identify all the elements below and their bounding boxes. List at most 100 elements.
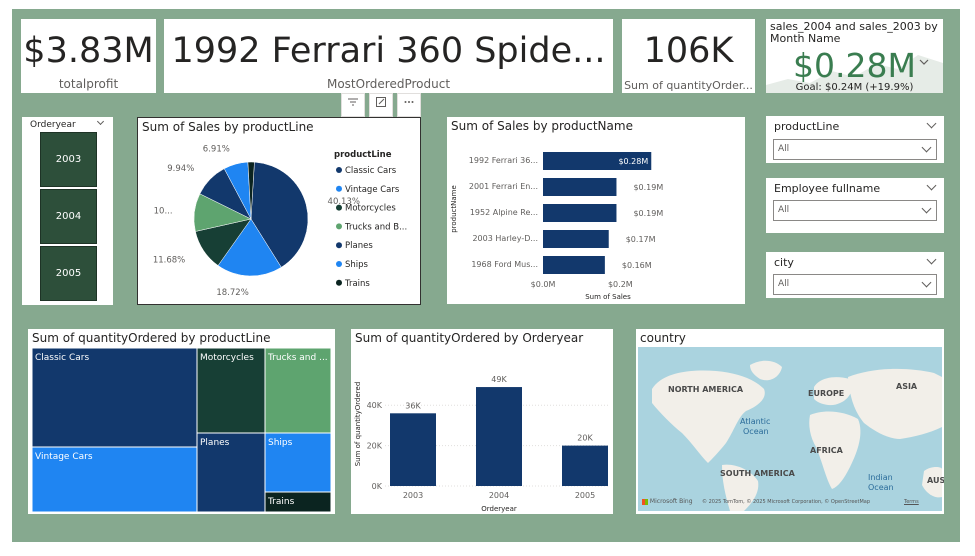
pie-legend-item: Ships — [345, 260, 369, 270]
column-y-tick: 0K — [372, 482, 383, 491]
map-title: country — [640, 331, 686, 345]
quantity-value: 106K — [643, 31, 734, 71]
more-options-icon[interactable] — [397, 93, 421, 117]
chevron-down-icon — [921, 142, 932, 153]
city-dropdown[interactable]: All — [773, 274, 937, 295]
productline-filter-title: productLine — [774, 120, 840, 133]
bar-data-label: $0.19M — [633, 209, 663, 218]
map-label-africa: AFRICA — [810, 446, 843, 455]
sales-kpi-goal: Goal: $0.24M (+19.9%) — [795, 82, 914, 93]
column-chart-visual[interactable]: Sum of quantityOrdered by Orderyear 0K 20… — [351, 329, 613, 514]
treemap-tile — [31, 347, 198, 448]
pie-legend-item: Classic Cars — [345, 166, 397, 176]
pie-data-label: 11.68% — [153, 255, 185, 265]
pie-legend-marker — [336, 261, 342, 267]
bar — [543, 178, 617, 196]
total-profit-card[interactable]: $3.83M totalprofit — [21, 19, 156, 93]
column-chart: 0K 20K 40K 36K 2003 49K 2004 20K 2005 Orderyear Su… — [354, 375, 609, 513]
bing-logo: Microsoft Bing — [642, 498, 693, 505]
column-y-tick: 20K — [367, 442, 383, 451]
most-ordered-product-value: 1992 Ferrari 360 Spide... — [171, 31, 606, 71]
bar-chart-visual[interactable]: Sum of Sales by productName 1992 Ferrari… — [447, 117, 745, 304]
chevron-down-icon[interactable] — [926, 180, 937, 191]
bar-category-label: 1952 Alpine Re... — [470, 208, 538, 217]
column-bar — [476, 387, 522, 486]
column-data-label: 36K — [405, 401, 421, 410]
pie-chart: 40.13% 18.72% 11.68% 10... 9.94% 6.91% product… — [153, 145, 407, 298]
treemap-tile — [31, 446, 198, 513]
treemap-tile — [264, 432, 332, 493]
sales-kpi-card[interactable]: sales_2004 and sales_2003 by Month Name … — [766, 19, 943, 93]
pie-legend-marker — [336, 204, 342, 211]
column-x-tick: 2003 — [403, 491, 423, 500]
employee-dropdown-value: All — [778, 205, 790, 215]
year-button-2004[interactable]: 2004 — [40, 189, 97, 244]
treemap-tile-label: Ships — [268, 438, 293, 448]
treemap-tile — [264, 347, 332, 434]
city-filter[interactable]: city All — [766, 252, 944, 298]
treemap-tile-label: Vintage Cars — [35, 452, 93, 462]
chevron-down-icon[interactable] — [926, 118, 937, 129]
chevron-down-icon — [921, 203, 932, 214]
pie-chart-title: Sum of Sales by productLine — [142, 120, 314, 134]
treemap-title: Sum of quantityOrdered by productLine — [32, 331, 271, 345]
map-label-indian: Indian — [868, 473, 893, 482]
map-label-indian-ocean: Ocean — [868, 483, 894, 492]
column-x-axis-title: Orderyear — [481, 505, 517, 513]
pie-legend-item: Trains — [344, 279, 370, 289]
column-bar — [390, 413, 436, 486]
focus-mode-icon[interactable] — [369, 93, 393, 117]
bar-data-label: $0.28M — [618, 157, 648, 166]
pie-legend-item: Planes — [345, 241, 373, 251]
bar-data-label: $0.16M — [622, 261, 652, 270]
column-x-tick: 2005 — [575, 491, 595, 500]
bar-x-tick: $0.2M — [608, 280, 633, 289]
pie-legend-item: Motorcycles — [345, 204, 396, 214]
employee-dropdown[interactable]: All — [773, 200, 937, 221]
bar — [543, 152, 652, 170]
treemap-tile — [196, 432, 266, 513]
bar — [543, 256, 605, 274]
filter-icon[interactable] — [341, 93, 365, 117]
quantity-label: Sum of quantityOrder... — [624, 79, 753, 92]
pie-data-label: 6.91% — [203, 145, 230, 155]
total-profit-value: $3.83M — [23, 31, 154, 71]
pie-legend-marker — [336, 167, 342, 173]
employee-filter-title: Employee fullname — [774, 182, 881, 195]
pie-slice — [247, 161, 255, 220]
most-ordered-product-card[interactable]: 1992 Ferrari 360 Spide... MostOrderedPro… — [164, 19, 613, 93]
bar-category-label: 1992 Ferrari 36... — [469, 156, 538, 165]
year-button-2003[interactable]: 2003 — [40, 132, 97, 187]
world-map[interactable] — [638, 347, 942, 511]
productline-dropdown-value: All — [778, 144, 790, 154]
chevron-down-icon[interactable] — [926, 254, 937, 265]
microsoft-logo-icon — [642, 498, 648, 505]
map-attribution: © 2025 TomTom, © 2025 Microsoft Corporat… — [702, 499, 871, 505]
chevron-down-icon[interactable] — [96, 117, 105, 126]
map-label-australia: AUS — [927, 476, 944, 485]
pie-data-label: 10... — [154, 206, 173, 216]
treemap-tile-label: Motorcycles — [200, 353, 254, 363]
pie-legend-marker — [336, 279, 342, 286]
pie-chart-visual[interactable]: Sum of Sales by productLine 40.13% 18.72%… — [137, 117, 421, 305]
pie-legend-title: productLine — [334, 150, 392, 160]
sales-kpi-title: sales_2004 and sales_2003 by Month Name — [770, 20, 938, 45]
productline-filter[interactable]: productLine All — [766, 116, 944, 163]
quantity-card[interactable]: 106K Sum of quantityOrder... — [622, 19, 755, 93]
treemap-visual[interactable]: Sum of quantityOrdered by productLine Cl… — [28, 329, 335, 514]
bar — [543, 230, 609, 248]
bar-category-label: 2003 Harley-D... — [472, 234, 538, 243]
map-terms-link[interactable]: Terms — [904, 499, 919, 505]
treemap-tile-label: Trains — [267, 497, 295, 507]
pie-legend-marker — [336, 223, 342, 230]
employee-filter[interactable]: Employee fullname All — [766, 178, 944, 233]
column-data-label: 20K — [577, 434, 593, 443]
treemap-tile-label: Planes — [200, 438, 230, 448]
orderyear-slicer[interactable]: Orderyear 2003 2004 2005 — [22, 117, 113, 305]
orderyear-slicer-title: Orderyear — [30, 120, 76, 130]
productline-dropdown[interactable]: All — [773, 139, 937, 160]
year-button-2005[interactable]: 2005 — [40, 246, 97, 301]
bar-chart-title: Sum of Sales by productName — [451, 119, 633, 133]
pie-legend-marker — [336, 242, 342, 249]
country-map-visual[interactable]: country NORTH AMERICA EUROPE ASIA AFRICA… — [636, 329, 944, 514]
